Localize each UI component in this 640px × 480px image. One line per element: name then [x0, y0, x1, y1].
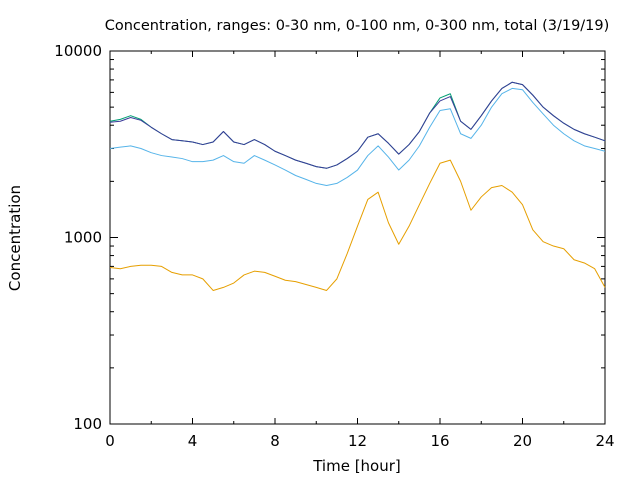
x-tick-label: 12 — [348, 432, 367, 450]
x-tick-label: 24 — [595, 432, 614, 450]
series-0-30nm-line — [109, 159, 606, 291]
series-layer — [109, 81, 606, 291]
y-tick-label: 1000 — [64, 229, 102, 247]
y-axis-label: Concentration — [6, 185, 24, 291]
series-total-line — [109, 81, 606, 169]
x-axis-label: Time [hour] — [312, 457, 401, 475]
chart-title: Concentration, ranges: 0-30 nm, 0-100 nm… — [105, 18, 610, 34]
plot-frame — [109, 50, 606, 425]
x-tick-label: 0 — [105, 432, 115, 450]
series-0-300nm-line — [109, 81, 606, 169]
x-tick-label: 20 — [513, 432, 532, 450]
series-0-100nm-line — [109, 87, 606, 187]
y-tick-label: 100 — [73, 415, 102, 433]
x-axis: 0 4 8 12 16 20 24 — [105, 51, 615, 450]
x-tick-label: 8 — [270, 432, 280, 450]
y-axis: 100 1000 10000 — [54, 42, 605, 433]
y-tick-label: 10000 — [54, 42, 102, 60]
x-tick-label: 16 — [430, 432, 449, 450]
x-tick-label: 4 — [188, 432, 198, 450]
